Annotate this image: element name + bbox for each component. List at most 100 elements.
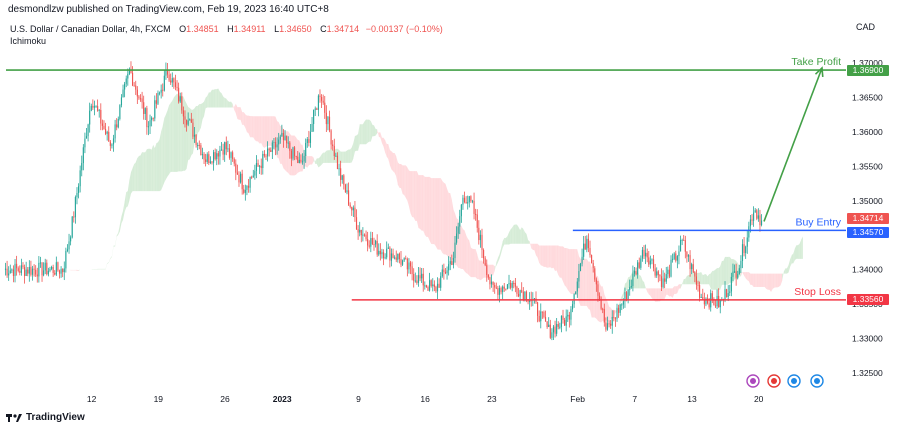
- candle: [19, 270, 21, 273]
- candle: [586, 238, 588, 250]
- cloud-segment: [412, 171, 414, 218]
- candle: [748, 226, 750, 238]
- cloud-segment: [470, 247, 473, 278]
- candle: [343, 175, 345, 185]
- cloud-segment: [674, 286, 676, 295]
- cloud-segment: [466, 234, 468, 274]
- candle: [517, 293, 520, 297]
- candle: [338, 168, 340, 170]
- cloud-segment: [745, 272, 748, 281]
- cloud-segment: [173, 95, 176, 172]
- candle: [259, 165, 261, 167]
- candle: [695, 276, 697, 285]
- candle: [273, 141, 275, 143]
- candle: [470, 196, 472, 202]
- cloud-segment: [758, 273, 760, 287]
- cloud-segment: [647, 288, 649, 295]
- x-tick-label: 12: [87, 394, 97, 404]
- candle: [465, 202, 467, 204]
- candle: [117, 118, 119, 128]
- cloud-segment: [245, 114, 247, 133]
- cloud-segment: [115, 235, 117, 247]
- candle: [557, 324, 559, 327]
- candle: [274, 141, 277, 148]
- candle: [65, 251, 67, 269]
- candle: [103, 125, 105, 129]
- cloud-segment: [472, 248, 475, 278]
- candle: [31, 268, 34, 275]
- cloud-segment: [227, 100, 230, 108]
- low-label: L: [274, 24, 280, 34]
- candle: [66, 249, 69, 252]
- candle: [667, 269, 669, 275]
- canada-flag-icon[interactable]: [767, 374, 781, 388]
- cloud-segment: [626, 277, 629, 291]
- candle: [449, 261, 451, 265]
- candle: [97, 106, 99, 111]
- candle: [733, 271, 736, 273]
- candle: [525, 291, 528, 301]
- candle: [348, 190, 350, 205]
- target-arrow-line: [763, 67, 823, 222]
- candle: [413, 274, 415, 281]
- candle: [459, 216, 461, 227]
- cloud-segment: [542, 245, 544, 267]
- candle: [131, 72, 134, 86]
- us-flag-icon[interactable]: [810, 374, 824, 388]
- candle: [328, 116, 331, 131]
- candle: [116, 124, 118, 128]
- cloud-segment: [377, 129, 379, 137]
- candle: [540, 311, 542, 322]
- cloud-segment: [369, 119, 371, 142]
- candle: [606, 323, 609, 330]
- candle: [370, 238, 372, 247]
- candle: [182, 110, 184, 117]
- candle: [468, 196, 470, 203]
- cloud-segment: [345, 150, 347, 163]
- candle: [435, 286, 437, 292]
- candle: [633, 270, 636, 274]
- cloud-segment: [558, 245, 560, 278]
- candle: [672, 258, 674, 260]
- cloud-segment: [639, 275, 641, 289]
- cloud-segment: [720, 260, 722, 290]
- cloud-segment: [448, 193, 451, 258]
- cloud-segment: [299, 140, 301, 172]
- dividend-event-icon-dot: [750, 378, 756, 384]
- cloud-segment: [640, 275, 643, 289]
- candle: [360, 229, 362, 236]
- cloud-segment: [794, 245, 797, 261]
- candle: [38, 262, 40, 277]
- candle: [537, 302, 539, 316]
- candle: [174, 82, 177, 87]
- candle: [87, 124, 89, 137]
- candle: [233, 158, 235, 164]
- candle: [716, 295, 718, 307]
- cloud-segment: [134, 162, 136, 192]
- ichimoku-label[interactable]: Ichimoku: [10, 36, 47, 46]
- candle: [591, 255, 593, 264]
- candle: [11, 269, 13, 271]
- candle: [50, 266, 53, 269]
- candle: [686, 251, 688, 257]
- cloud-segment: [801, 236, 803, 259]
- candle: [124, 83, 126, 90]
- candle: [719, 300, 721, 308]
- candle: [82, 147, 84, 164]
- event-icons[interactable]: [746, 374, 824, 388]
- cloud-segment: [475, 249, 478, 280]
- cloud-segment: [766, 273, 768, 290]
- candle: [656, 271, 658, 276]
- us-flag-icon[interactable]: [787, 374, 801, 388]
- x-tick-label: 20: [754, 394, 764, 404]
- candle: [559, 326, 561, 328]
- cloud-segment: [140, 152, 143, 192]
- candle: [39, 262, 42, 264]
- cloud-segment: [752, 273, 754, 287]
- candle: [416, 280, 418, 283]
- cloud-segment: [248, 115, 251, 138]
- cloud-segment: [362, 121, 365, 145]
- candle: [738, 268, 740, 275]
- dividend-event-icon[interactable]: [746, 374, 760, 388]
